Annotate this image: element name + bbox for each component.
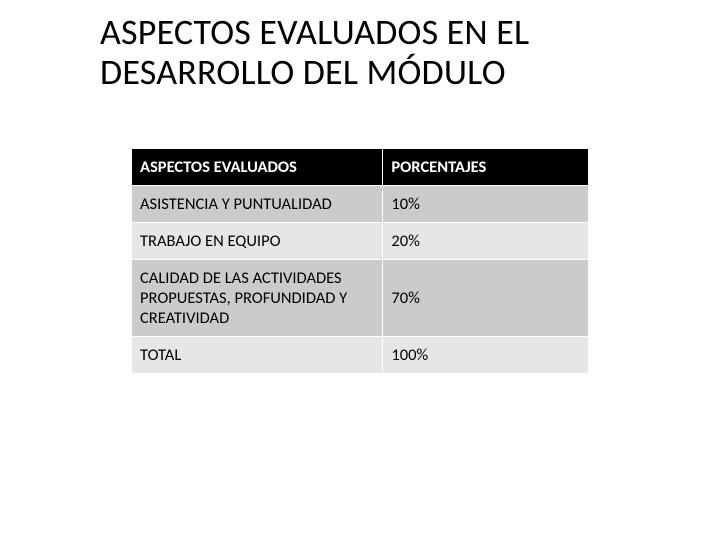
table-header-row: ASPECTOS EVALUADOS PORCENTAJES bbox=[132, 149, 589, 186]
cell-pct: 70% bbox=[383, 260, 589, 337]
table-row: TRABAJO EN EQUIPO 20% bbox=[132, 223, 589, 260]
col-header-aspect: ASPECTOS EVALUADOS bbox=[132, 149, 383, 186]
table-row: CALIDAD DE LAS ACTIVIDADES PROPUESTAS, P… bbox=[132, 260, 589, 337]
evaluation-table: ASPECTOS EVALUADOS PORCENTAJES ASISTENCI… bbox=[131, 148, 589, 374]
cell-aspect: ASISTENCIA Y PUNTUALIDAD bbox=[132, 186, 383, 223]
cell-pct: 10% bbox=[383, 186, 589, 223]
slide: ASPECTOS EVALUADOS EN EL DESARROLLO DEL … bbox=[0, 0, 720, 540]
cell-aspect: TOTAL bbox=[132, 337, 383, 374]
cell-pct: 100% bbox=[383, 337, 589, 374]
slide-title: ASPECTOS EVALUADOS EN EL DESARROLLO DEL … bbox=[100, 12, 640, 93]
col-header-pct: PORCENTAJES bbox=[383, 149, 589, 186]
cell-pct: 20% bbox=[383, 223, 589, 260]
cell-aspect: TRABAJO EN EQUIPO bbox=[132, 223, 383, 260]
cell-aspect: CALIDAD DE LAS ACTIVIDADES PROPUESTAS, P… bbox=[132, 260, 383, 337]
table-row: TOTAL 100% bbox=[132, 337, 589, 374]
table-row: ASISTENCIA Y PUNTUALIDAD 10% bbox=[132, 186, 589, 223]
